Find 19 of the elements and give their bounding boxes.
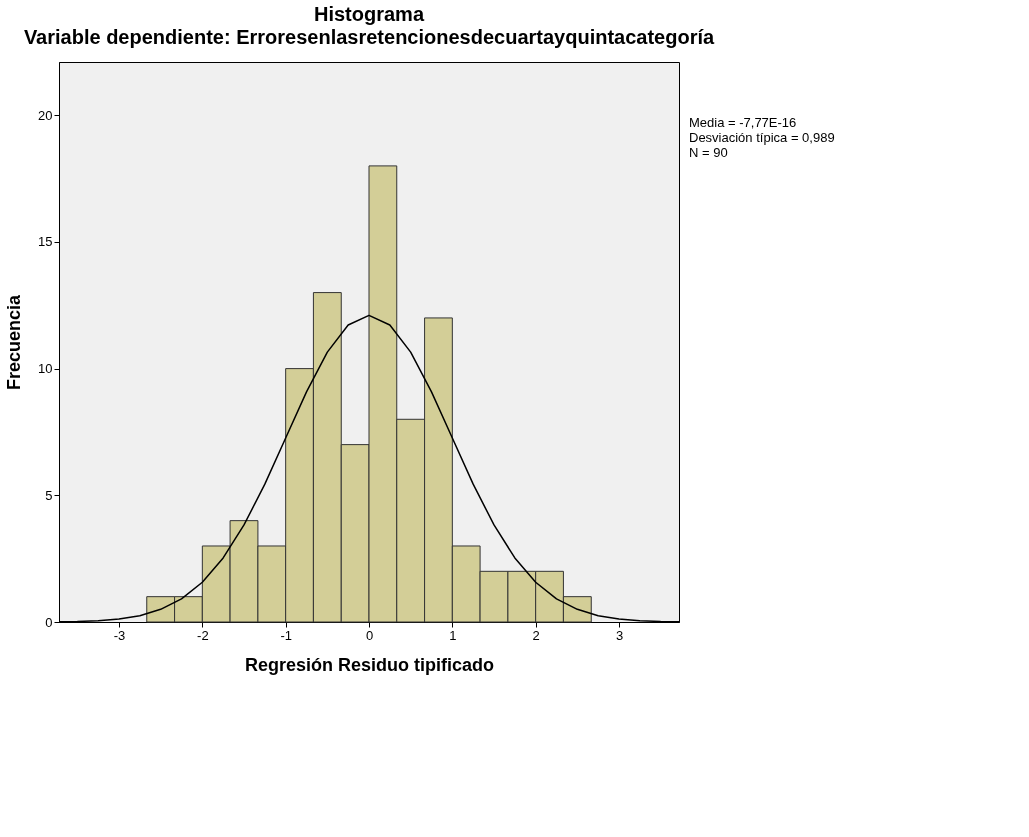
x-tick-label: 0 (365, 627, 374, 643)
x-tick-label: -1 (280, 627, 292, 643)
chart-title: Histograma (313, 3, 425, 25)
y-tick-label: 15 (38, 234, 53, 250)
x-axis-title: Regresión Residuo tipificado (244, 654, 495, 675)
x-tick-label: 1 (449, 627, 457, 643)
x-tick-label: 2 (532, 627, 540, 643)
y-tick-label: 0 (45, 614, 53, 630)
y-tick-label: 20 (38, 107, 53, 123)
text: Desviación típica = 0,989 (689, 130, 835, 145)
x-tick-label: -3 (113, 627, 126, 643)
text: Media = -7,77E-16 (689, 115, 797, 130)
x-tick-label: -2 (197, 627, 209, 643)
x-tick-label: 3 (615, 627, 624, 643)
y-axis-title: Frecuencia (4, 293, 25, 391)
y-tick-label: 10 (38, 361, 53, 377)
chart-subtitle: Variable dependiente: Erroresenlasretencionesdecuartayquintacategoría (23, 26, 715, 48)
y-tick-label: 5 (45, 487, 53, 503)
text: N = 90 (689, 145, 728, 160)
